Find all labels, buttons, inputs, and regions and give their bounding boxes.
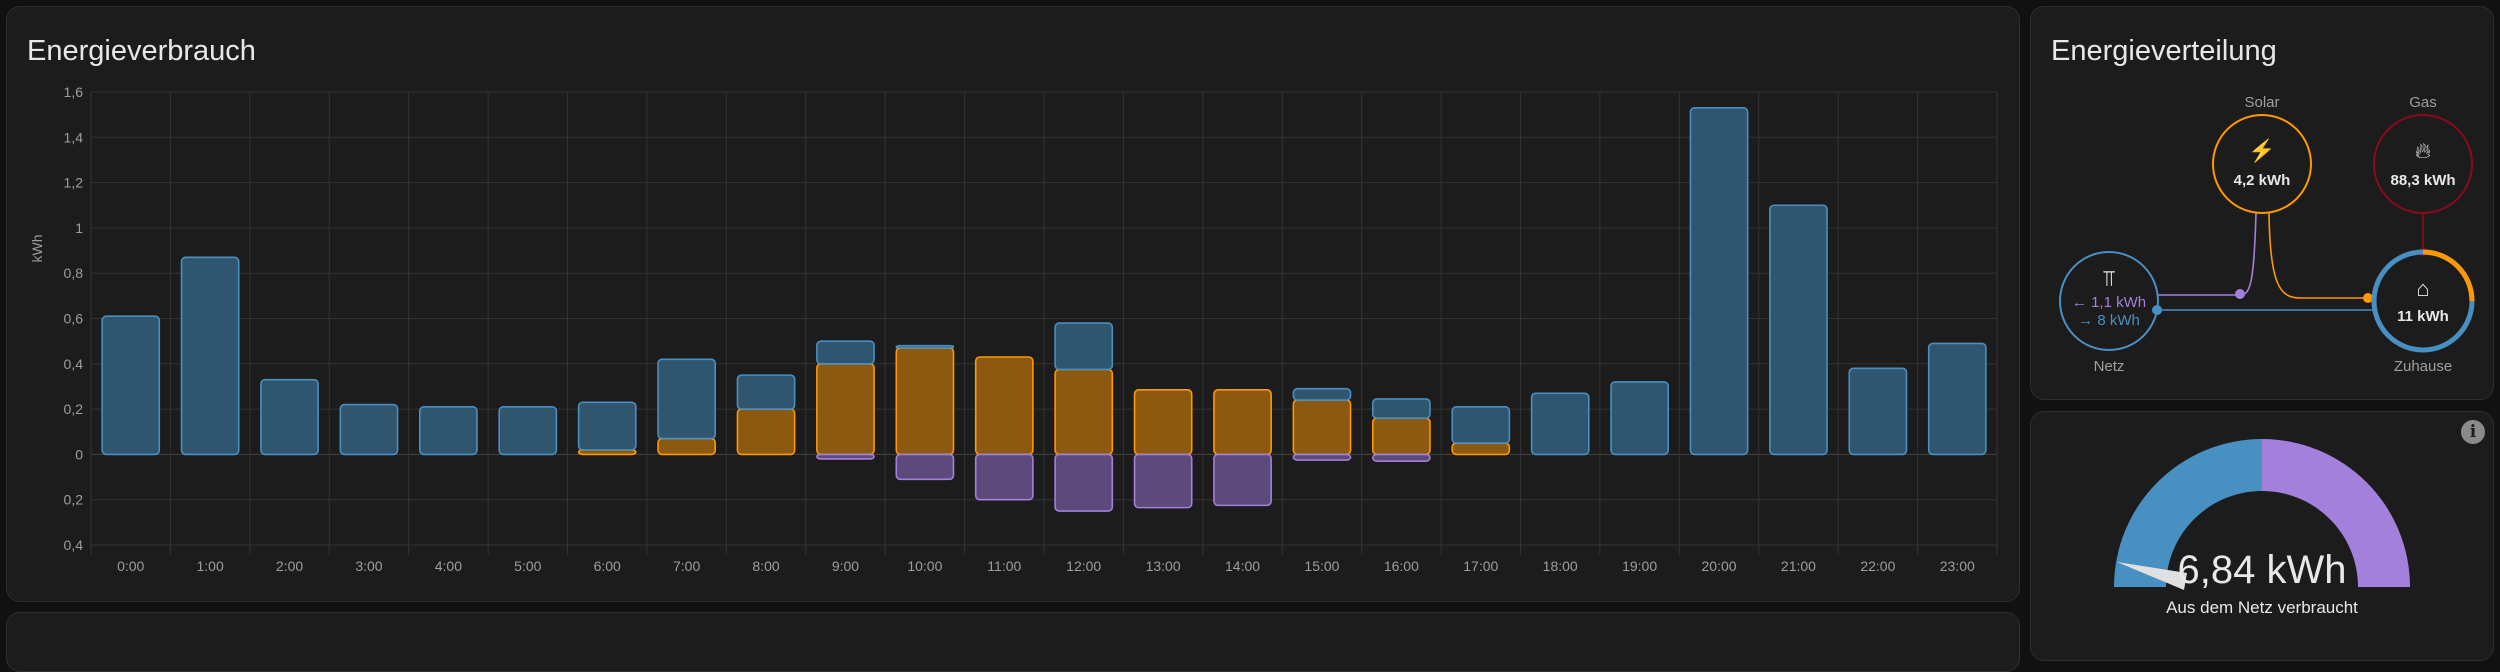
y-tick-label: 0,4 [64,537,84,553]
x-tick-label: 16:00 [1384,558,1419,574]
bar-netz[interactable] [1769,204,1828,456]
y-tick-label: 1,6 [64,84,84,100]
home-node-solar-share [2422,249,2475,302]
bar-einspeisung[interactable] [1213,453,1272,507]
gas-label: Gas [2409,94,2437,111]
energy-flow-diagram [2059,114,2475,353]
x-tick-label: 8:00 [752,558,779,574]
x-tick-label: 21:00 [1781,558,1816,574]
bar-netz[interactable] [418,406,478,456]
home-value: 11 kWh [2397,308,2449,325]
x-tick-label: 6:00 [594,558,621,574]
bar-netz[interactable] [1054,322,1114,371]
x-tick-label: 5:00 [514,558,541,574]
bar-netz[interactable] [816,340,875,365]
y-tick-label: 1,4 [64,129,84,145]
gauge-label: Aus dem Netz verbraucht [2166,598,2358,617]
info-icon[interactable]: i [2461,420,2485,444]
flow-solar-to-home [2268,212,2370,299]
bar-netz[interactable] [339,403,399,456]
bar-einspeisung[interactable] [816,453,875,460]
x-tick-label: 7:00 [673,558,700,574]
x-tick-label: 4:00 [435,558,462,574]
bar-netz[interactable] [260,378,319,456]
solar-value: 4,2 kWh [2233,172,2291,189]
energy-bar-chart[interactable]: 1,6 1,4 1,2 1 0,8 0,6 0,4 0,2 0 0,2 0,4 kWh 0:00 1:00… [0,0,2500,639]
gas-value: 88,3 kWh [2390,172,2456,189]
solar-power-icon: ⚡ [2248,138,2276,163]
x-tick-label: 0:00 [117,558,144,574]
energy-consumption-card: Energieverbrauch [6,6,2020,602]
x-tick-label: 11:00 [987,558,1021,574]
gauge-value: 6,84 kWh [2177,548,2347,592]
x-tick-label: 14:00 [1225,558,1260,574]
bar-netz[interactable] [1371,398,1431,419]
bar-netz[interactable] [1610,381,1670,456]
grid-node [2059,251,2159,351]
bar-netz[interactable] [657,358,717,440]
solar-label: Solar [2244,94,2280,111]
grid-gauge [2114,439,2410,590]
bar-netz[interactable] [1451,406,1511,444]
y-axis-label: kWh [29,235,45,263]
home-label: Zuhause [2393,358,2453,375]
grid-label: Netz [2093,358,2125,375]
bar-netz[interactable] [577,401,637,451]
y-tick-label: 0,8 [64,265,84,281]
bar-netz[interactable] [1530,392,1590,456]
x-tick-label: 13:00 [1146,558,1181,574]
bar-netz[interactable] [1848,367,1908,456]
x-tick-label: 3:00 [355,558,382,574]
x-tick-label: 20:00 [1702,558,1737,574]
y-tick-label: 0,6 [64,311,84,327]
bar-einspeisung[interactable] [1054,453,1114,512]
x-tick-label: 18:00 [1543,558,1578,574]
bar-netz[interactable] [180,256,240,456]
bar-einspeisung[interactable] [1292,453,1352,461]
grid-consumed-value: → 8 kWh [2078,312,2140,329]
x-tick-label: 2:00 [276,558,303,574]
bar-netz[interactable] [498,406,558,456]
bar-einspeisung[interactable] [1133,453,1193,509]
x-tick-label: 19:00 [1622,558,1657,574]
y-tick-label: 0,2 [64,401,84,417]
x-tick-label: 9:00 [832,558,859,574]
flow-dot [2235,289,2245,299]
bar-netz[interactable] [736,374,796,410]
x-tick-label: 17:00 [1463,558,1498,574]
bar-netz[interactable] [1927,342,1987,456]
bar-einspeisung[interactable] [895,453,955,481]
y-tick-label: 0,4 [64,356,84,372]
x-tick-label: 10:00 [907,558,942,574]
gas-node [2373,114,2473,214]
solar-node [2212,114,2312,214]
x-tick-label: 22:00 [1860,558,1895,574]
bar-netz[interactable] [1292,387,1352,401]
card-title: Energieverbrauch [27,35,256,67]
fire-icon: 🔥︎ [2414,138,2432,163]
y-tick-label: 0 [75,446,83,462]
home-icon: ⌂ [2416,276,2430,301]
gauge-returned-arc [2262,439,2410,587]
gauge-consumed-arc [2114,439,2262,587]
gauge-needle [2117,562,2187,590]
energy-distribution-card: Energieverteilung [2030,6,2494,400]
card-title: Energieverteilung [2051,35,2277,67]
x-tick-label: 1:00 [197,558,224,574]
y-tick-label: 0,2 [64,492,84,508]
bar-einspeisung[interactable] [1371,453,1431,462]
flow-dot [2363,293,2373,303]
transmission-tower-icon: ⫪ [2102,266,2116,291]
x-tick-label: 12:00 [1066,558,1101,574]
x-tick-label: 15:00 [1304,558,1339,574]
bar-netz[interactable] [1689,107,1749,456]
x-tick-label: 23:00 [1940,558,1975,574]
grid-returned-value: ← 1,1 kWh [2071,294,2147,311]
bar-einspeisung[interactable] [974,453,1034,501]
bar-netz[interactable] [895,344,955,349]
y-tick-label: 1,2 [64,175,84,191]
y-tick-label: 1 [75,220,83,236]
bar-netz[interactable] [101,315,161,456]
